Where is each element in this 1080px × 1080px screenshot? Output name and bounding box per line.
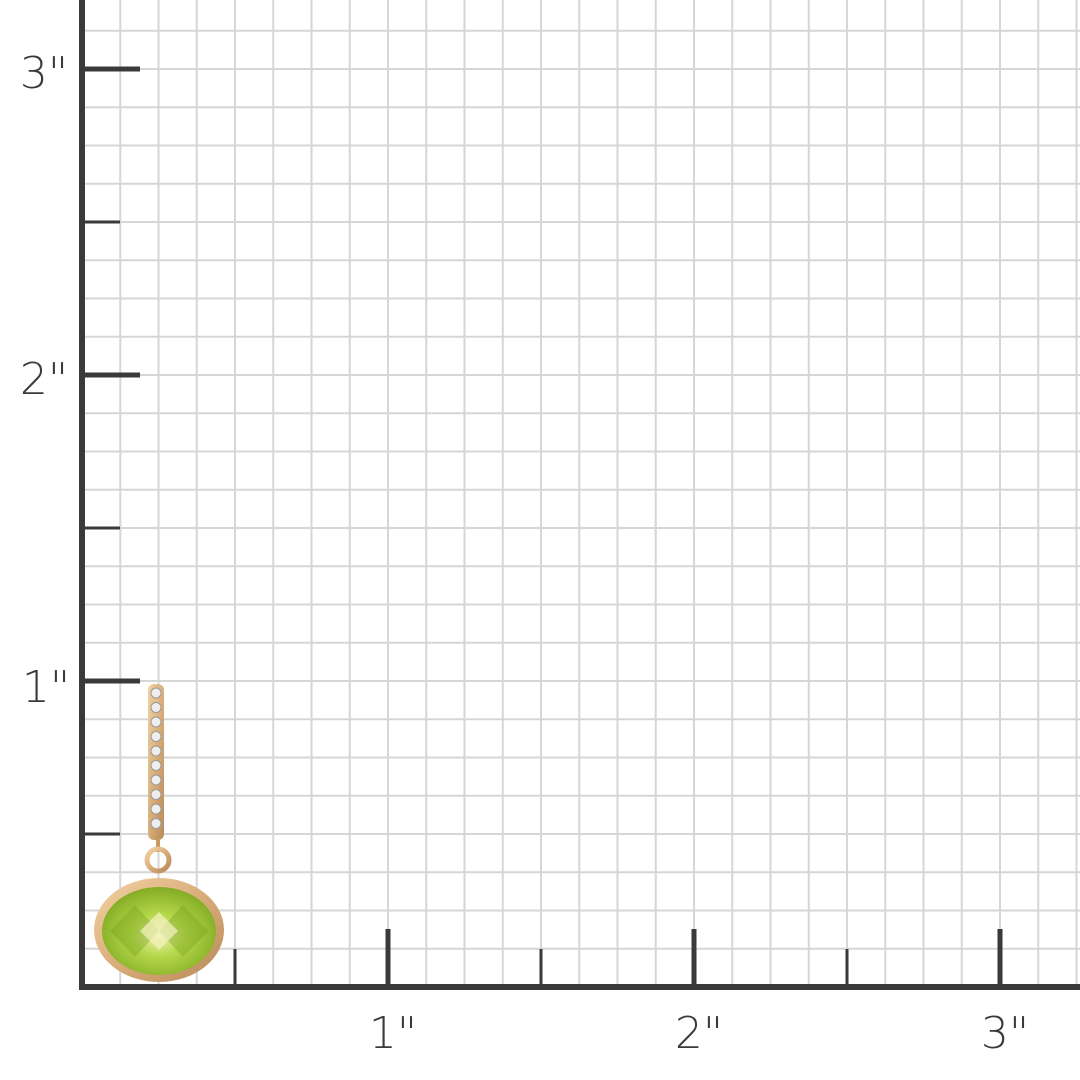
diamond [150, 702, 162, 713]
diamond [150, 789, 162, 800]
y-label-1: 1" [22, 662, 70, 713]
diamond [150, 760, 162, 771]
y-label-3: 3" [20, 48, 68, 99]
x-label-2: 2" [675, 1008, 723, 1059]
diamond [150, 731, 162, 742]
earring-image [94, 684, 224, 982]
axis-labels: 1" 2" 3" 1" 2" 3" [20, 48, 1029, 1059]
diamonds [150, 687, 162, 829]
grid-lines [82, 0, 1080, 987]
diamond [150, 818, 162, 829]
diamond [150, 774, 162, 786]
jump-ring [144, 846, 172, 874]
axes [79, 0, 1080, 990]
y-label-2: 2" [20, 354, 68, 405]
x-label-1: 1" [369, 1008, 417, 1059]
diamond [150, 745, 162, 757]
diamond [150, 716, 162, 728]
x-label-3: 3" [981, 1008, 1029, 1059]
diamond [150, 687, 162, 699]
diamond [150, 803, 162, 815]
